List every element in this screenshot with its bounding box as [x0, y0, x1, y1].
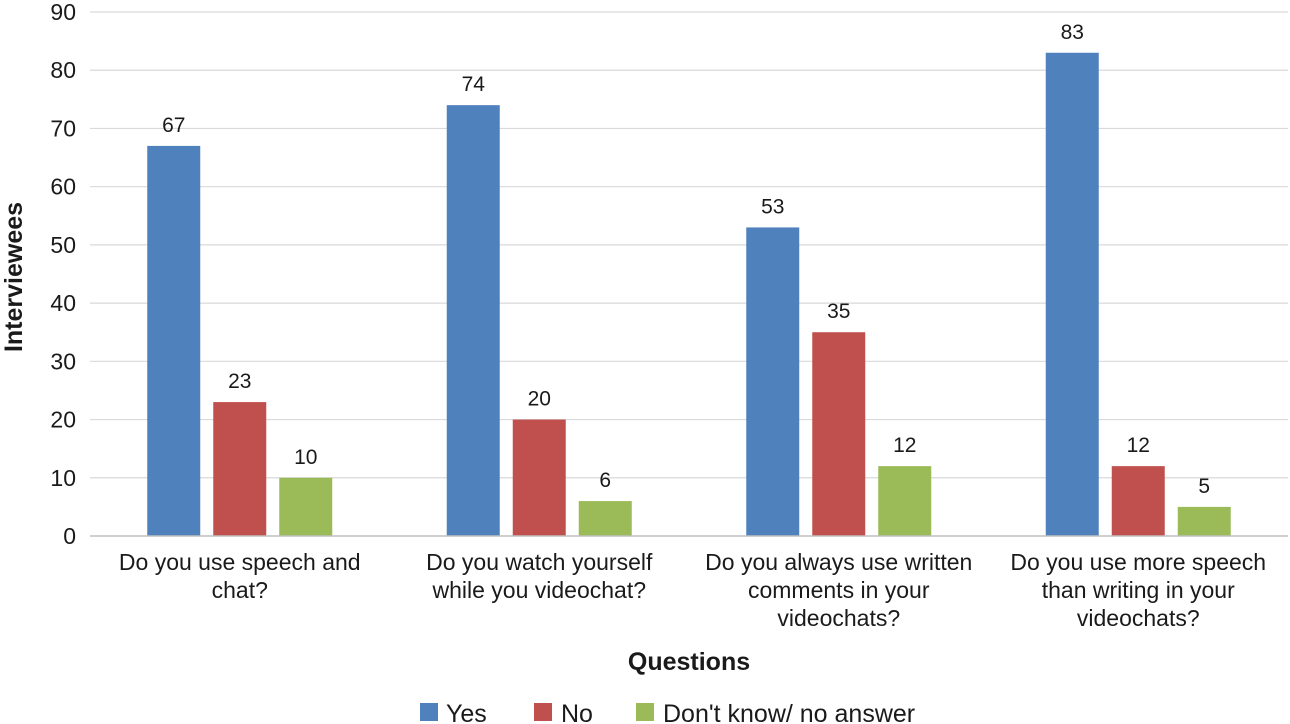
legend-swatch-dont-know: [636, 703, 654, 721]
data-label-yes: 83: [1061, 21, 1084, 44]
y-tick-label: 90: [50, 0, 76, 25]
bar-dont-know: [279, 477, 333, 536]
bar-yes: [147, 145, 201, 536]
category-labels: Do you use speech and chat? Do you watch y…: [119, 549, 1266, 631]
data-label-dont-know: 6: [599, 469, 611, 492]
bar-dont-know: [878, 466, 932, 536]
y-tick-label: 70: [50, 115, 76, 141]
category-label: Do you always use written comments in you…: [705, 549, 972, 631]
data-label-no: 35: [827, 300, 850, 323]
bar-no: [812, 332, 866, 536]
data-label-no: 12: [1127, 434, 1150, 457]
y-axis-title: Interviewees: [0, 202, 28, 352]
legend-label-yes: Yes: [446, 700, 487, 724]
data-label-dont-know: 5: [1198, 475, 1210, 498]
data-label-yes: 53: [761, 195, 784, 218]
legend-label-dont-know: Don't know/ no answer: [663, 700, 915, 724]
y-tick-label: 40: [50, 290, 76, 316]
data-label-no: 20: [528, 388, 551, 411]
bar-yes: [446, 105, 500, 537]
category-label: Do you use speech and chat?: [119, 549, 361, 603]
y-tick-label: 50: [50, 232, 76, 258]
y-tick-label: 10: [50, 465, 76, 491]
y-tick-label: 0: [63, 523, 76, 549]
legend: Yes No Don't know/ no answer: [420, 700, 915, 724]
gridlines: [90, 11, 1288, 479]
data-label-no: 23: [228, 370, 251, 393]
data-labels: 67 23 10 74 20 6 53 35 12 83 12 5: [162, 21, 1210, 498]
bar-no: [512, 419, 566, 536]
category-label: Do you use more speech than writing in yo…: [1010, 549, 1266, 631]
legend-swatch-no: [534, 703, 552, 721]
x-axis-title: Questions: [628, 648, 750, 676]
data-label-yes: 74: [462, 73, 486, 96]
y-tick-label: 60: [50, 174, 76, 200]
bar-yes: [1045, 52, 1099, 536]
y-axis-ticks: 0 10 20 30 40 50 60 70 80 90: [50, 0, 76, 549]
y-tick-label: 80: [50, 57, 76, 83]
y-tick-label: 20: [50, 407, 76, 433]
data-label-dont-know: 10: [294, 446, 317, 469]
legend-label-no: No: [561, 700, 593, 724]
data-label-dont-know: 12: [893, 434, 916, 457]
data-label-yes: 67: [162, 114, 185, 137]
bars: [147, 52, 1231, 537]
bar-no: [213, 402, 267, 536]
category-label: Do you watch yourself while you videochat…: [426, 549, 653, 603]
bar-no: [1111, 466, 1165, 536]
legend-swatch-yes: [420, 703, 438, 721]
bar-dont-know: [1177, 506, 1231, 536]
bar-yes: [746, 227, 800, 536]
bar-dont-know: [578, 501, 632, 536]
y-tick-label: 30: [50, 348, 76, 374]
